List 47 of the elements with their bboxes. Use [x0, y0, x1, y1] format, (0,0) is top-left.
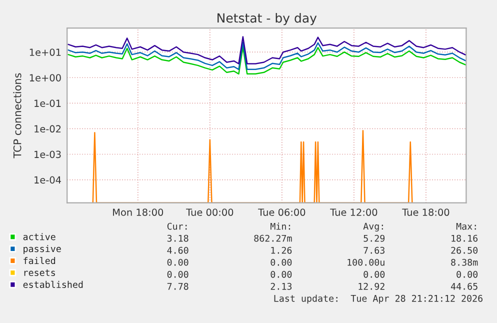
y-tick-label: 1e-02 [34, 125, 61, 133]
legend-label: established [23, 280, 83, 288]
text: 44.65 [450, 282, 478, 290]
y-tick-label: 1e-01 [34, 100, 61, 107]
text: 4.60 [167, 246, 188, 254]
y-tick-label: 1e-04 [34, 176, 61, 184]
line-series [92, 130, 413, 203]
text: 2.13 [270, 282, 292, 290]
text: 12.92 [358, 282, 384, 290]
text: Avg: [363, 222, 383, 232]
x-tick-label: Tue 18:00 [402, 208, 450, 216]
legend-label: passive [24, 245, 61, 254]
text: 18.16 [452, 234, 478, 242]
text: 26.50 [451, 246, 478, 254]
y-axis-title: TCP connections [13, 73, 22, 158]
line-series [68, 42, 466, 70]
text: 3.18 [167, 234, 188, 242]
chart-title: Netstat - by day [218, 13, 317, 26]
line-series [68, 46, 466, 75]
x-tick-label: Mon 18:00 [113, 208, 164, 216]
line-series [68, 36, 466, 64]
text: 5.29 [364, 234, 385, 242]
y-tick-label: 1e+01 [30, 48, 61, 56]
text: 0.00 [167, 258, 188, 266]
legend-label: active [23, 233, 56, 240]
text: 100.00u [348, 258, 384, 266]
legend-label: failed [24, 256, 56, 264]
text: 0.00 [456, 270, 478, 278]
text: 0.00 [167, 270, 188, 278]
text: 8.38m [451, 258, 478, 266]
text: 7.63 [364, 246, 384, 254]
y-tick-label: 1e+00 [30, 74, 61, 82]
x-tick-label: Tue 12:00 [330, 208, 378, 216]
text: Last update: Tue Apr 28 21:21:12 2026 [274, 294, 482, 304]
text: Cur: [167, 222, 187, 230]
text: 0.00 [270, 270, 292, 278]
text: 1.26 [271, 246, 292, 254]
text: 0.00 [270, 258, 292, 266]
x-tick-label: Tue 06:00 [258, 208, 306, 216]
text: 7.78 [167, 282, 188, 290]
x-tick-label: Tue 00:00 [186, 208, 234, 216]
text: Max: [456, 222, 476, 230]
legend-label: resets [24, 269, 55, 276]
text: 862.27m [254, 234, 292, 242]
y-tick-label: 1e-03 [34, 150, 61, 158]
text: Min: [270, 222, 290, 230]
text: 0.00 [364, 270, 385, 278]
